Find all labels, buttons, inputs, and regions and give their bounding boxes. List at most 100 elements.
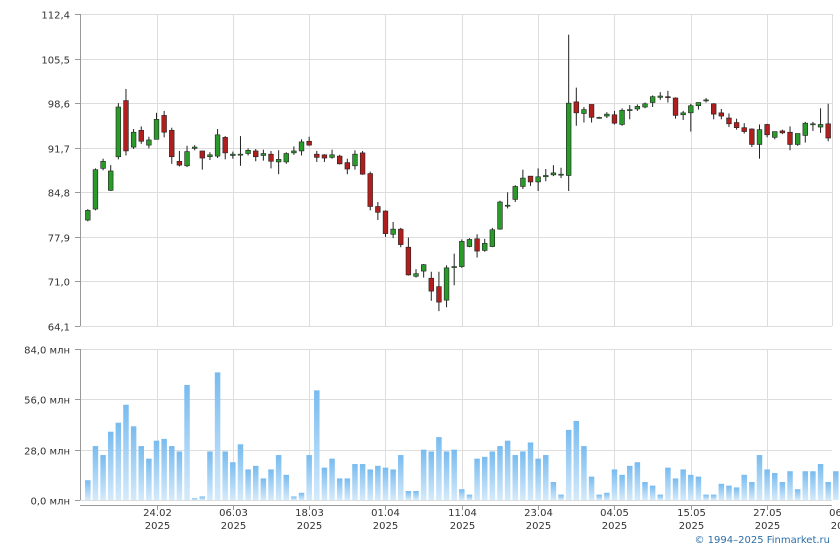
volume-bar [336,478,343,500]
candle-body [535,176,541,183]
candle-body [100,160,106,169]
volume-bar [268,469,274,500]
candle-body [764,124,770,136]
x-tick-label-year: 2025 [755,521,780,532]
volume-bar [321,467,328,500]
candle-body [817,124,824,128]
volume-bar [573,420,580,500]
candle-body [581,109,587,114]
copyright-text: © 1994–2025 Finmarket.ru [694,535,830,546]
candle-body [695,102,702,107]
volume-bar [367,469,373,500]
candle-body [588,104,595,118]
candle-body [199,150,205,159]
candle-body [642,103,648,108]
candle-body [169,129,175,158]
volume-bar [306,455,312,500]
volume-bar [527,442,534,500]
volume-bar [85,480,91,500]
candle-body [298,141,305,152]
candle-body [436,286,442,303]
price-y-tick-label: 98,6 [48,100,70,111]
candle-body [413,273,419,277]
volume-bar [230,462,236,500]
volume-bar [550,482,557,500]
price-y-tick-label: 105,5 [41,56,70,67]
candle-body [756,129,763,145]
volume-bar [115,422,122,500]
volume-bar [199,496,206,500]
candle-body [398,228,404,245]
candle-body [222,137,228,154]
x-tick-label-date: 04.05 [600,508,629,519]
volume-bar [92,446,99,500]
candle-body [367,173,373,207]
x-tick-label-date: 27.05 [753,508,782,519]
volume-bar [626,465,633,500]
volume-bar [634,462,641,500]
volume-bar [588,476,595,500]
volume-bar [176,451,183,500]
volume-bar [772,473,778,500]
candle-body [138,129,144,142]
candle-body [260,153,267,156]
candle-body [619,109,625,125]
volume-bar [283,474,290,500]
volume-bar [298,492,305,500]
candle-body [482,243,488,251]
candle-body [184,151,190,167]
volume-bar [390,469,396,500]
volume-bar [352,464,358,500]
volume-bar [833,471,839,500]
volume-bar [359,464,366,500]
volume-bar [749,482,755,500]
volume-bar [413,491,419,500]
volume-bar [649,485,656,500]
volume-bar [779,482,786,500]
candle-body [329,154,335,158]
candle-body [779,130,786,134]
volume-bar [787,471,793,500]
volume-bar [680,469,686,500]
price-y-tick-label: 91,7 [48,145,70,156]
price-panel: 112,4 105,5 98,6 91,7 84,8 77,9 71,0 64,1 [41,11,833,334]
volume-bar [825,482,831,500]
x-tick-label-date: 18.03 [295,508,324,519]
candle-body [85,210,91,221]
candle-body [527,175,534,183]
candle-body [153,118,160,140]
volume-bar [733,487,740,500]
volume-bar [695,476,702,500]
candle-body [405,246,412,276]
volume-bar [329,458,335,500]
candle-body [176,160,183,166]
volume-bar [565,429,572,500]
price-y-tick-label: 77,9 [48,234,70,245]
volume-bar [581,446,587,500]
volume-bar [184,384,190,500]
volume-bar [466,494,473,500]
candle-body [688,105,694,114]
x-tick-label-year: 2025 [602,521,627,532]
candle-body [283,153,289,163]
candle-body [825,123,831,139]
volume-bar [512,455,518,500]
volume-bar [764,469,770,500]
x-tick-label-year: 2025 [373,521,398,532]
candle-body [718,112,724,117]
volume-bar [314,390,320,500]
candle-body [672,97,679,116]
volume-bar [497,446,503,500]
volume-bar [481,456,488,500]
volume-bar [443,451,450,500]
x-tick-label-year: 2025 [679,521,704,532]
candle-body [466,239,473,247]
candle-body [772,131,778,138]
x-tick-label-year: 2025 [221,521,246,532]
volume-bar [207,451,213,500]
volume-bar [504,440,511,500]
volume-bar [558,494,564,500]
volume-bar [237,444,244,500]
candle-body [497,201,503,230]
